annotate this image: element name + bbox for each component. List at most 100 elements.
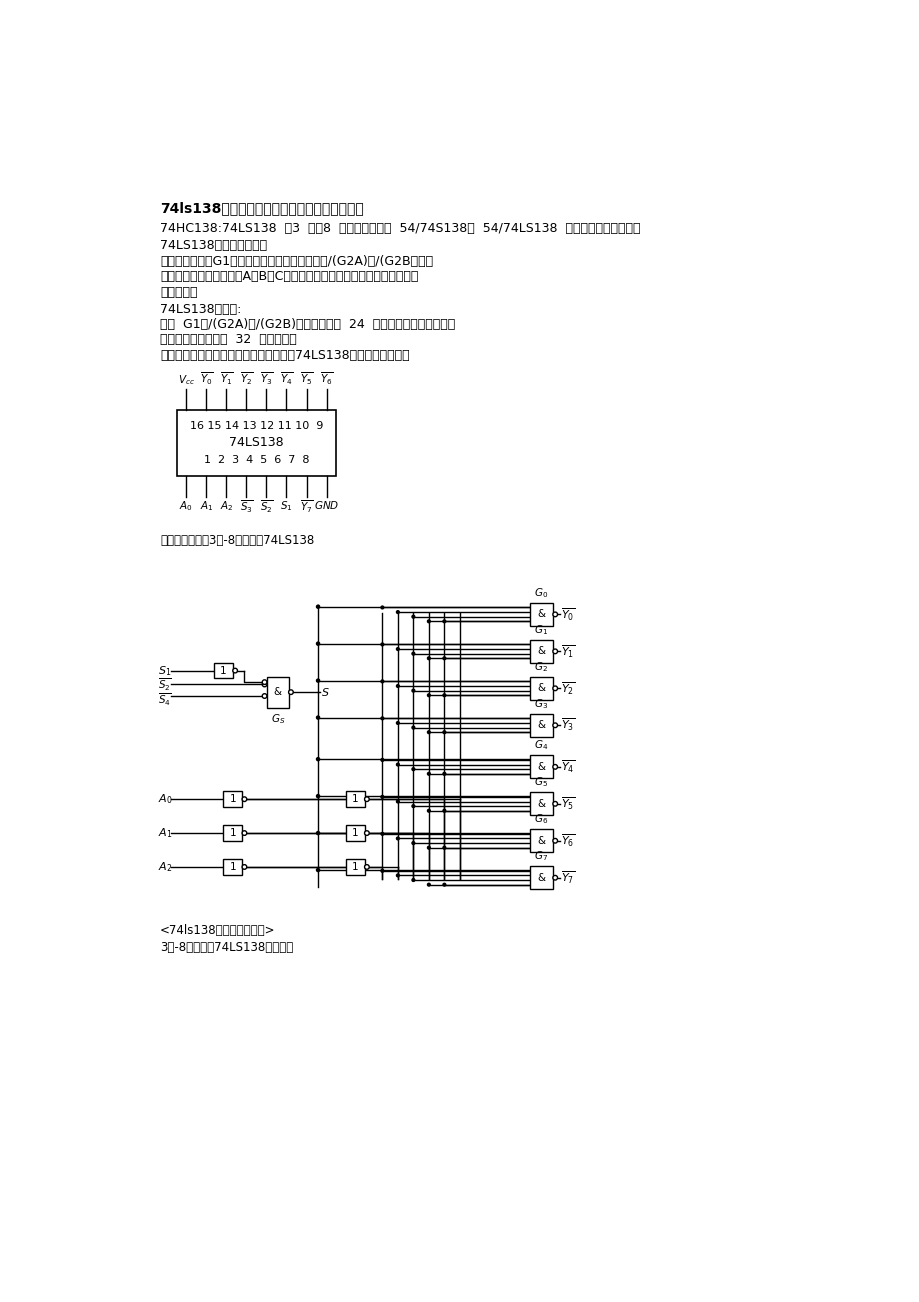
Text: $A_0$: $A_0$ — [179, 499, 193, 513]
Circle shape — [380, 717, 383, 720]
Text: 利用  G1、/(G2A)和/(G2B)可级联扩展成  24  线译码器；若外接一个反: 利用 G1、/(G2A)和/(G2B)可级联扩展成 24 线译码器；若外接一个反 — [160, 318, 455, 331]
Circle shape — [262, 682, 267, 686]
Circle shape — [396, 874, 399, 876]
Text: $S_1$: $S_1$ — [280, 499, 292, 513]
Circle shape — [242, 831, 246, 836]
Circle shape — [316, 680, 319, 682]
Circle shape — [316, 794, 319, 798]
Circle shape — [396, 721, 399, 724]
Circle shape — [380, 680, 383, 682]
Text: $G_1$: $G_1$ — [534, 622, 548, 637]
Circle shape — [316, 832, 319, 835]
Circle shape — [380, 832, 383, 835]
Text: 74HC138:74LS138  为3  线－8  线译码器，共有  54/74S138和  54/74LS138  两种线路结构型式，其: 74HC138:74LS138 为3 线－8 线译码器，共有 54/74S138… — [160, 221, 640, 234]
Text: 1: 1 — [352, 794, 358, 805]
Circle shape — [412, 689, 414, 691]
Circle shape — [396, 801, 399, 803]
Text: $G_5$: $G_5$ — [534, 776, 548, 789]
Circle shape — [380, 796, 383, 798]
Circle shape — [412, 805, 414, 807]
Text: 用与非门组成的3线-8线译码器74LS138: 用与非门组成的3线-8线译码器74LS138 — [160, 534, 314, 547]
Text: &: & — [537, 684, 545, 693]
Text: &: & — [537, 836, 545, 846]
Text: $A_2$: $A_2$ — [220, 499, 233, 513]
Text: $\overline{S_4}$: $\overline{S_4}$ — [157, 691, 171, 708]
Bar — [529, 677, 552, 700]
Text: $\overline{Y_3}$: $\overline{Y_3}$ — [259, 371, 273, 387]
Text: $\overline{Y_2}$: $\overline{Y_2}$ — [560, 680, 574, 697]
Circle shape — [427, 810, 430, 812]
Text: <74ls138译码器内部电路>: <74ls138译码器内部电路> — [160, 924, 275, 937]
Text: $A_2$: $A_2$ — [157, 861, 172, 874]
Circle shape — [364, 865, 369, 870]
Text: 1: 1 — [352, 862, 358, 872]
Bar — [223, 859, 242, 875]
Bar — [529, 792, 552, 815]
Text: 1: 1 — [229, 828, 236, 838]
Circle shape — [380, 870, 383, 872]
Circle shape — [427, 694, 430, 697]
Circle shape — [364, 831, 369, 836]
Text: $S_1$: $S_1$ — [157, 664, 171, 677]
Text: 74LS138: 74LS138 — [229, 436, 283, 449]
Bar — [346, 859, 364, 875]
Text: $\overline{Y_4}$: $\overline{Y_4}$ — [560, 759, 574, 775]
Circle shape — [380, 605, 383, 609]
Text: $\overline{Y_0}$: $\overline{Y_0}$ — [560, 607, 574, 622]
Text: &: & — [537, 646, 545, 656]
Circle shape — [427, 730, 430, 733]
Text: 74LS138工作原理如下：: 74LS138工作原理如下： — [160, 240, 267, 253]
Circle shape — [396, 611, 399, 613]
Text: $G_S$: $G_S$ — [270, 712, 285, 727]
Bar — [346, 792, 364, 807]
Circle shape — [316, 642, 319, 646]
Text: $G_6$: $G_6$ — [534, 812, 548, 827]
Circle shape — [396, 837, 399, 840]
Circle shape — [427, 883, 430, 887]
Bar — [346, 825, 364, 841]
Bar — [529, 755, 552, 779]
Text: $\overline{S_2}$: $\overline{S_2}$ — [259, 499, 273, 516]
Circle shape — [552, 648, 557, 654]
Circle shape — [233, 668, 237, 673]
Circle shape — [262, 694, 267, 698]
Text: $\overline{Y_0}$: $\overline{Y_0}$ — [199, 371, 212, 387]
Text: $G_4$: $G_4$ — [534, 738, 548, 753]
Text: 低电平时，可将地址端（A、B、C）的二进制编码在一个对应的输出端以低: 低电平时，可将地址端（A、B、C）的二进制编码在一个对应的输出端以低 — [160, 271, 418, 284]
Circle shape — [396, 763, 399, 766]
Text: $G_0$: $G_0$ — [534, 586, 548, 600]
Text: $S$: $S$ — [321, 686, 330, 698]
Circle shape — [412, 879, 414, 881]
Bar — [176, 410, 335, 475]
Text: &: & — [537, 720, 545, 730]
Circle shape — [242, 797, 246, 802]
Bar — [529, 639, 552, 663]
Text: $\overline{Y_2}$: $\overline{Y_2}$ — [240, 371, 253, 387]
Text: 1: 1 — [352, 828, 358, 838]
Circle shape — [242, 865, 246, 870]
Circle shape — [443, 658, 446, 660]
Circle shape — [443, 883, 446, 887]
Text: $\overline{Y_5}$: $\overline{Y_5}$ — [300, 371, 312, 387]
Text: $A_0$: $A_0$ — [157, 793, 172, 806]
Text: $\overline{Y_3}$: $\overline{Y_3}$ — [560, 717, 574, 733]
Text: 74LS138的作用:: 74LS138的作用: — [160, 302, 241, 315]
Circle shape — [552, 875, 557, 880]
Text: 1  2  3  4  5  6  7  8: 1 2 3 4 5 6 7 8 — [203, 456, 309, 465]
Text: $\overline{S_2}$: $\overline{S_2}$ — [157, 676, 171, 693]
Text: 若将选通端中的一个作为数据输入端时，74LS138还可作数据分配器: 若将选通端中的一个作为数据输入端时，74LS138还可作数据分配器 — [160, 349, 409, 362]
Text: $A_1$: $A_1$ — [157, 827, 172, 840]
Bar — [214, 663, 233, 678]
Circle shape — [427, 846, 430, 849]
Text: $\overline{Y_1}$: $\overline{Y_1}$ — [560, 643, 574, 660]
Circle shape — [552, 802, 557, 806]
Circle shape — [427, 658, 430, 660]
Text: 16 15 14 13 12 11 10  9: 16 15 14 13 12 11 10 9 — [189, 421, 323, 431]
Circle shape — [316, 716, 319, 719]
Text: &: & — [537, 762, 545, 772]
Circle shape — [396, 647, 399, 651]
Text: 1: 1 — [229, 862, 236, 872]
Text: $GND$: $GND$ — [313, 499, 339, 510]
Circle shape — [552, 612, 557, 617]
Circle shape — [552, 723, 557, 728]
